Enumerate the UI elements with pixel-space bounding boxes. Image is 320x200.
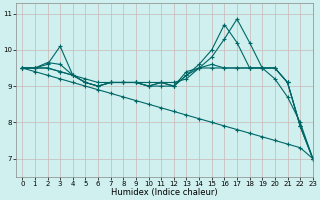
X-axis label: Humidex (Indice chaleur): Humidex (Indice chaleur): [111, 188, 218, 197]
